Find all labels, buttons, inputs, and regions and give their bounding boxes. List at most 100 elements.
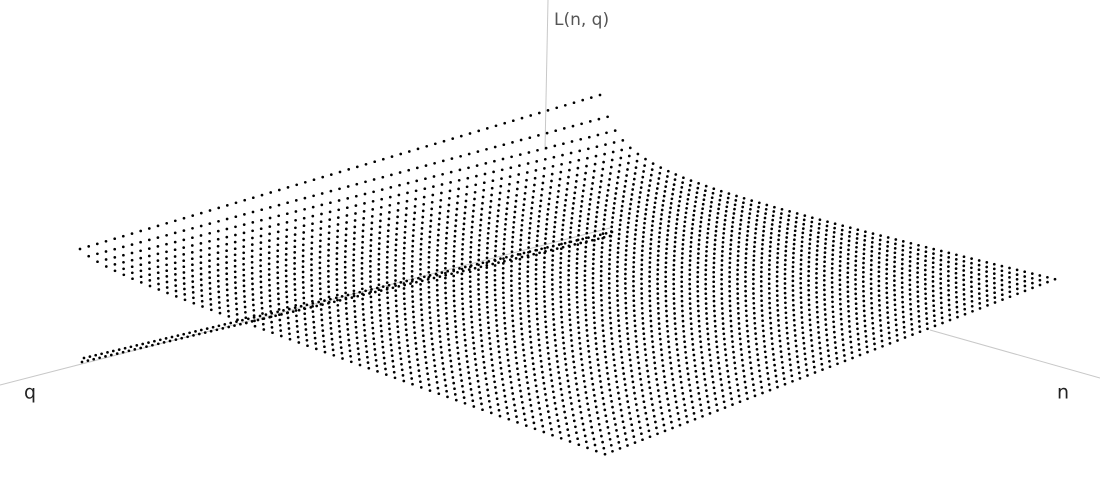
surface-point: [531, 415, 535, 419]
surface-point: [908, 283, 912, 287]
surface-point: [467, 371, 471, 374]
surface-point: [327, 301, 330, 305]
surface-point: [303, 317, 307, 321]
surface-point: [531, 195, 535, 199]
surface-point: [427, 377, 430, 381]
surface-point: [493, 145, 497, 149]
surface-point: [846, 295, 850, 298]
surface-point: [338, 330, 342, 333]
surface-point: [567, 273, 571, 277]
surface-point: [493, 380, 496, 384]
surface-point: [706, 231, 710, 235]
surface-point: [469, 295, 472, 298]
surface-point: [718, 367, 721, 370]
surface-point: [487, 221, 491, 225]
surface-point: [894, 318, 898, 322]
surface-point: [514, 356, 518, 360]
surface-point: [556, 360, 559, 363]
surface-point: [165, 257, 168, 260]
surface-point: [784, 258, 787, 262]
surface-point: [761, 238, 765, 242]
surface-point: [223, 323, 227, 326]
surface-point: [449, 181, 452, 184]
surface-point: [642, 327, 645, 330]
surface-point: [148, 279, 152, 282]
surface-point: [429, 321, 432, 325]
surface-point: [649, 173, 653, 177]
surface-point: [556, 365, 560, 369]
surface-point: [718, 198, 722, 202]
surface-point: [672, 263, 676, 267]
surface-point: [335, 288, 339, 292]
surface-point: [810, 216, 814, 220]
surface-point: [788, 210, 791, 213]
surface-point: [748, 355, 752, 359]
surface-point: [268, 315, 272, 319]
surface-point: [732, 356, 736, 359]
surface-point: [823, 293, 826, 297]
surface-point: [402, 287, 406, 290]
surface-point: [353, 219, 357, 222]
surface-point: [552, 323, 556, 326]
surface-point: [277, 223, 280, 226]
surface-point: [877, 279, 881, 283]
surface-point: [575, 239, 579, 242]
surface-point: [364, 344, 368, 348]
surface-point: [656, 302, 660, 305]
surface-point: [627, 347, 631, 351]
surface-point: [651, 219, 655, 223]
surface-point: [218, 306, 221, 310]
surface-point: [199, 234, 203, 237]
surface-point: [312, 326, 316, 329]
surface-point: [681, 252, 684, 255]
surface-point: [285, 241, 288, 245]
surface-point: [310, 284, 314, 287]
surface-point: [550, 379, 554, 382]
surface-point: [760, 309, 764, 312]
surface-point: [643, 221, 646, 225]
surface-point: [258, 314, 262, 318]
surface-point: [544, 227, 548, 231]
surface-point: [714, 329, 718, 333]
surface-point: [665, 314, 669, 318]
surface-point: [402, 256, 406, 260]
surface-point: [672, 254, 676, 258]
surface-point: [320, 192, 324, 195]
surface-point: [426, 372, 429, 376]
surface-point: [387, 311, 390, 315]
surface-point: [445, 317, 449, 320]
surface-point: [529, 335, 532, 339]
surface-point: [705, 317, 709, 320]
surface-point: [437, 319, 441, 323]
surface-point: [607, 281, 611, 285]
surface-point: [493, 288, 497, 292]
surface-point: [578, 405, 582, 408]
surface-point: [386, 250, 389, 254]
surface-point: [601, 324, 605, 327]
surface-point: [560, 310, 563, 314]
surface-point: [410, 265, 414, 268]
surface-point: [537, 134, 540, 137]
surface-point: [427, 260, 431, 264]
surface-point: [387, 217, 391, 221]
surface-point: [376, 370, 379, 373]
surface-point: [131, 277, 134, 281]
surface-point: [645, 417, 649, 421]
surface-point: [329, 201, 332, 205]
surface-point: [704, 282, 708, 286]
surface-point: [654, 196, 658, 200]
surface-point: [570, 221, 573, 225]
surface-point: [775, 270, 779, 274]
surface-point: [659, 217, 663, 221]
surface-point: [770, 223, 774, 226]
surface-point: [543, 300, 546, 303]
surface-point: [478, 323, 482, 327]
surface-point: [364, 289, 367, 293]
surface-point: [526, 279, 530, 283]
surface-point: [691, 348, 695, 352]
surface-point: [862, 261, 865, 265]
surface-point: [869, 268, 873, 272]
surface-point: [580, 200, 584, 203]
surface-point: [551, 312, 555, 316]
surface-point: [886, 236, 890, 239]
